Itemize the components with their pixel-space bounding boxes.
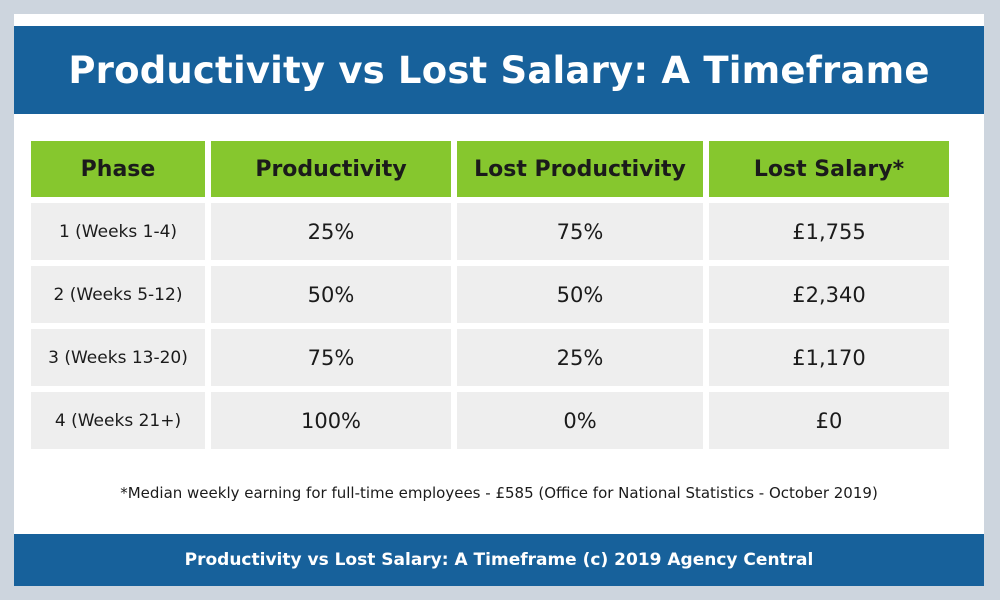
footer-banner: Productivity vs Lost Salary: A Timeframe…	[14, 534, 984, 586]
page-title: Productivity vs Lost Salary: A Timeframe	[68, 48, 930, 92]
table-row: 4 (Weeks 21+) 100% 0% £0	[31, 392, 949, 449]
footnote: *Median weekly earning for full-time emp…	[120, 484, 878, 502]
cell-phase: 2 (Weeks 5-12)	[31, 266, 205, 323]
table-row: 2 (Weeks 5-12) 50% 50% £2,340	[31, 266, 949, 323]
cell-productivity: 50%	[211, 266, 451, 323]
cell-lost-salary: £0	[709, 392, 949, 449]
cell-lost-salary: £1,170	[709, 329, 949, 386]
cell-lost-salary: £1,755	[709, 203, 949, 260]
table-row: 1 (Weeks 1-4) 25% 75% £1,755	[31, 203, 949, 260]
column-header-phase: Phase	[31, 141, 205, 197]
column-header-lost-productivity: Lost Productivity	[457, 141, 703, 197]
cell-lost-productivity: 25%	[457, 329, 703, 386]
cell-lost-productivity: 50%	[457, 266, 703, 323]
cell-lost-productivity: 75%	[457, 203, 703, 260]
footer-copyright: Productivity vs Lost Salary: A Timeframe…	[184, 550, 814, 570]
cell-productivity: 75%	[211, 329, 451, 386]
cell-phase: 4 (Weeks 21+)	[31, 392, 205, 449]
table-row: 3 (Weeks 13-20) 75% 25% £1,170	[31, 329, 949, 386]
column-header-lost-salary: Lost Salary*	[709, 141, 949, 197]
timeframe-table-container: Phase Productivity Lost Productivity Los…	[31, 141, 949, 449]
table-header-row: Phase Productivity Lost Productivity Los…	[31, 141, 949, 197]
cell-lost-productivity: 0%	[457, 392, 703, 449]
timeframe-table: Phase Productivity Lost Productivity Los…	[25, 135, 955, 455]
cell-phase: 3 (Weeks 13-20)	[31, 329, 205, 386]
cell-lost-salary: £2,340	[709, 266, 949, 323]
column-header-productivity: Productivity	[211, 141, 451, 197]
title-banner: Productivity vs Lost Salary: A Timeframe	[14, 26, 984, 114]
cell-productivity: 25%	[211, 203, 451, 260]
cell-phase: 1 (Weeks 1-4)	[31, 203, 205, 260]
cell-productivity: 100%	[211, 392, 451, 449]
